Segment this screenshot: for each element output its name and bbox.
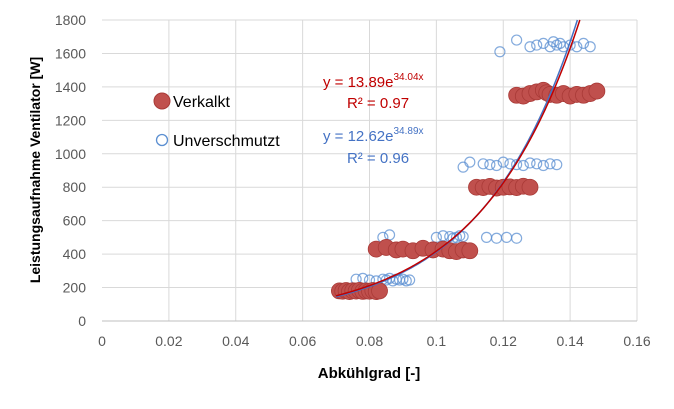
x-tick-label: 0 bbox=[98, 333, 106, 349]
data-point-unverschmutzt bbox=[490, 232, 503, 244]
y-tick-labels: 0 200 400 600 800 1000 1200 1400 1600 1800 bbox=[55, 12, 86, 329]
legend-marker-unverschmutzt bbox=[155, 133, 169, 147]
y-tick-label: 1400 bbox=[55, 79, 86, 95]
data-point-unverschmutzt bbox=[511, 232, 523, 244]
y-tick-label: 1000 bbox=[55, 146, 86, 162]
fit-annotation-unverschmutzt: y = 12.62e34.89x R² = 0.96 bbox=[323, 126, 424, 167]
unverschmutzt-r2: R² = 0.96 bbox=[347, 150, 409, 167]
y-tick-label: 800 bbox=[63, 179, 87, 195]
data-point-unverschmutzt bbox=[584, 41, 596, 53]
y-tick-label: 200 bbox=[63, 280, 87, 296]
data-point-verkalkt bbox=[521, 178, 539, 196]
unverschmutzt-equation-base: y = 12.62e bbox=[323, 128, 393, 145]
x-tick-label: 0.06 bbox=[289, 333, 316, 349]
data-point-unverschmutzt bbox=[357, 272, 369, 284]
y-tick-label: 1600 bbox=[55, 45, 86, 61]
x-tick-label: 0.1 bbox=[427, 333, 447, 349]
trendline-verkalkt bbox=[335, 19, 581, 297]
x-tick-label: 0.08 bbox=[356, 333, 383, 349]
unverschmutzt-equation-exponent: 34.89x bbox=[393, 126, 423, 137]
data-point-unverschmutzt bbox=[404, 274, 416, 286]
x-tick-label: 0.14 bbox=[557, 333, 584, 349]
data-point-unverschmutzt bbox=[490, 159, 503, 172]
verkalkt-equation: y = 13.89e34.04x bbox=[323, 72, 424, 91]
trendlines bbox=[335, 19, 581, 298]
verkalkt-r2: R² = 0.97 bbox=[347, 95, 409, 112]
data-point-unverschmutzt bbox=[457, 161, 469, 173]
series-verkalkt bbox=[331, 81, 606, 300]
data-point-unverschmutzt bbox=[537, 159, 549, 172]
unverschmutzt-equation: y = 12.62e34.89x bbox=[323, 126, 424, 145]
x-tick-label: 0.16 bbox=[623, 333, 650, 349]
data-point-unverschmutzt bbox=[524, 157, 536, 169]
data-point-unverschmutzt bbox=[477, 158, 489, 170]
legend: Verkalkt Unverschmutzt bbox=[153, 92, 280, 150]
data-point-unverschmutzt bbox=[551, 159, 563, 171]
data-point-unverschmutzt bbox=[383, 229, 396, 241]
data-point-unverschmutzt bbox=[531, 158, 543, 170]
x-tick-label: 0.04 bbox=[222, 333, 249, 349]
legend-label-unverschmutzt: Unverschmutzt bbox=[173, 133, 280, 150]
grid-lines bbox=[102, 19, 638, 321]
x-tick-labels: 0 0.02 0.04 0.06 0.08 0.1 0.12 0.14 0.16 bbox=[98, 333, 651, 349]
data-point-unverschmutzt bbox=[511, 34, 523, 46]
data-point-verkalkt bbox=[588, 82, 606, 100]
data-point-unverschmutzt bbox=[524, 41, 536, 53]
y-axis-title: Leistungsaufnahme Ventilator [W] bbox=[27, 57, 43, 283]
verkalkt-equation-base: y = 13.89e bbox=[323, 74, 393, 91]
data-point-unverschmutzt bbox=[544, 158, 556, 170]
legend-marker-verkalkt bbox=[153, 92, 171, 110]
y-tick-label: 1200 bbox=[55, 112, 86, 128]
x-tick-label: 0.02 bbox=[155, 333, 182, 349]
verkalkt-equation-exponent: 34.04x bbox=[393, 72, 423, 83]
data-point-unverschmutzt bbox=[547, 36, 560, 48]
y-tick-label: 1800 bbox=[55, 12, 86, 28]
y-tick-label: 0 bbox=[78, 313, 86, 329]
data-point-unverschmutzt bbox=[480, 231, 493, 243]
data-point-unverschmutzt bbox=[577, 37, 590, 50]
data-point-unverschmutzt bbox=[511, 159, 523, 171]
data-point-unverschmutzt bbox=[484, 159, 496, 171]
x-tick-label: 0.12 bbox=[490, 333, 517, 349]
data-point-unverschmutzt bbox=[497, 156, 509, 168]
fit-annotation-verkalkt: y = 13.89e34.04x R² = 0.97 bbox=[323, 72, 424, 112]
x-axis-title: Abkühlgrad [-] bbox=[318, 365, 421, 382]
data-point-unverschmutzt bbox=[494, 46, 506, 58]
data-point-unverschmutzt bbox=[571, 41, 583, 53]
legend-label-verkalkt: Verkalkt bbox=[173, 94, 230, 111]
data-point-unverschmutzt bbox=[464, 156, 476, 168]
y-tick-label: 600 bbox=[63, 213, 87, 229]
y-tick-label: 400 bbox=[63, 246, 87, 262]
data-point-unverschmutzt bbox=[517, 159, 529, 172]
data-point-verkalkt bbox=[461, 242, 479, 260]
data-point-unverschmutzt bbox=[531, 39, 543, 51]
